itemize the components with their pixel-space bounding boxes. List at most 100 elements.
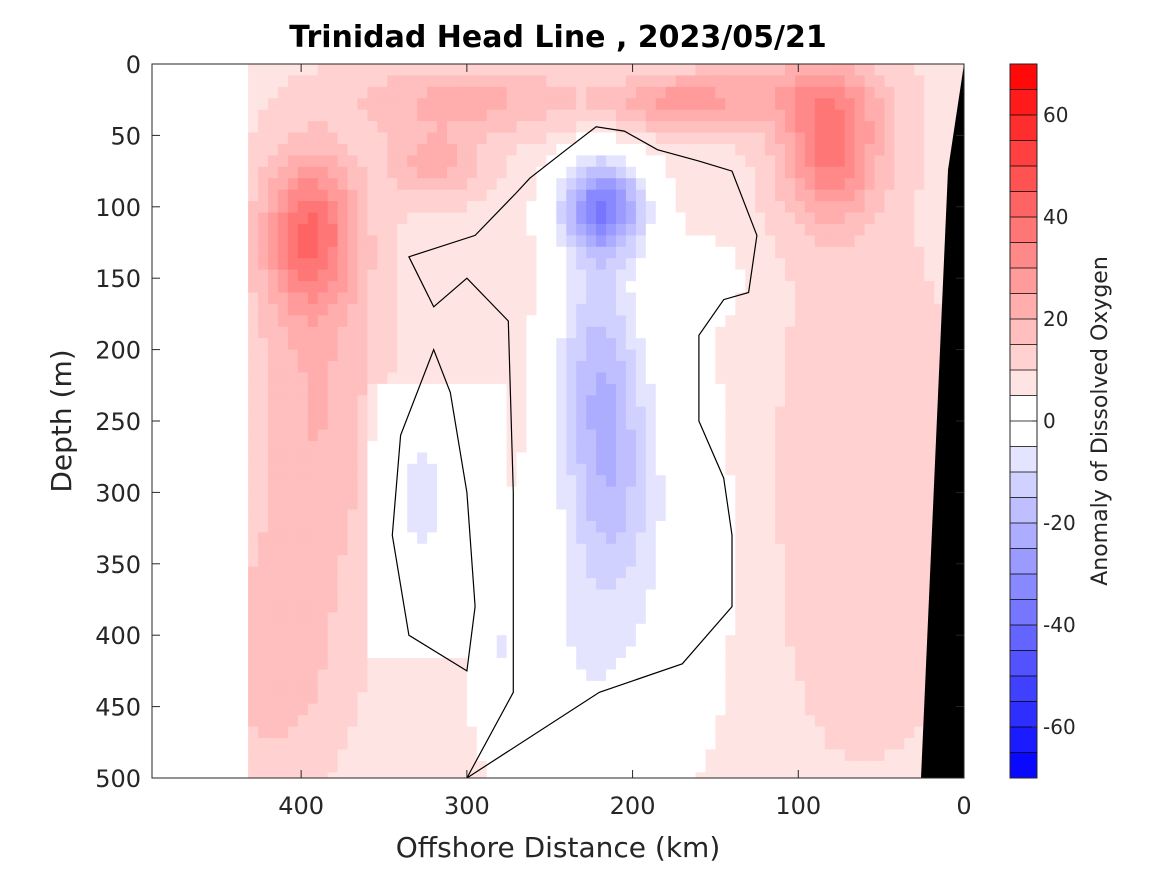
field-cell [407,486,418,499]
field-cell [387,144,398,156]
field-cell [546,201,557,214]
field-cell [675,749,687,762]
field-cell [874,566,885,579]
field-cell [695,703,706,716]
field-cell [904,326,915,339]
field-cell [407,64,418,76]
field-cell [695,212,706,225]
field-cell [526,86,537,99]
field-cell [765,303,776,316]
field-cell [804,212,816,225]
field-cell [755,600,766,613]
field-cell [258,349,269,362]
field-cell [924,166,935,179]
field-cell [635,109,647,122]
field-cell [914,772,925,778]
field-cell [775,543,786,556]
field-cell [357,692,368,705]
field-cell [874,178,885,191]
field-cell [735,406,746,419]
field-cell [437,86,448,99]
field-cell [556,144,567,156]
field-cell [576,600,587,613]
field-cell [914,269,925,282]
field-cell [864,772,876,778]
field-cell [645,429,657,442]
field-cell [407,121,418,134]
field-cell [596,521,607,533]
field-cell [456,178,468,191]
field-cell [506,64,518,76]
field-cell [874,715,885,728]
field-cell [337,441,349,453]
field-cell [466,463,478,476]
field-cell [447,509,458,522]
field-cell [347,738,358,750]
field-cell [437,223,448,236]
field-cell [685,738,697,750]
field-cell [924,441,935,453]
field-cell [715,212,726,225]
field-cell [814,281,826,294]
field-cell [814,623,826,636]
field-cell [387,132,398,145]
field-cell [795,498,806,511]
field-cell [745,246,756,259]
field-cell [606,760,617,773]
field-cell [268,429,279,442]
field-cell [745,555,756,568]
field-cell [536,475,547,488]
field-cell [526,726,537,739]
field-cell [894,715,905,728]
x-tick-label: 100 [775,792,821,820]
field-cell [417,144,428,156]
field-cell [854,509,866,522]
field-cell [844,600,856,613]
field-cell [894,258,905,271]
field-cell [407,623,418,636]
field-cell [427,441,438,453]
field-cell [526,372,537,385]
field-cell [735,201,746,214]
field-cell [795,383,806,396]
field-cell [496,429,508,442]
field-cell [894,406,905,419]
field-cell [586,646,597,659]
field-cell [268,498,279,511]
field-cell [715,715,726,728]
field-cell [277,361,289,373]
field-cell [625,669,637,682]
field-cell [437,532,448,545]
field-cell [317,292,329,305]
field-cell [944,121,955,134]
field-cell [725,589,736,602]
field-cell [377,760,388,773]
field-cell [268,760,279,773]
field-cell [536,235,547,248]
field-cell [655,475,667,488]
field-cell [447,235,458,248]
field-cell [596,349,607,362]
field-cell [824,703,836,716]
field-cell [427,600,438,613]
field-cell [297,749,309,762]
field-cell [785,658,796,670]
field-cell [456,372,468,385]
field-cell [695,475,706,488]
field-cell [268,635,279,648]
field-cell [556,166,567,179]
field-cell [625,578,637,591]
field-cell [357,715,368,728]
field-cell [854,98,866,111]
field-cell [625,760,637,773]
field-cell [566,372,577,385]
field-cell [665,635,677,648]
field-cell [705,258,716,271]
field-cell [645,760,657,773]
field-cell [407,509,418,522]
field-cell [814,292,826,305]
field-cell [268,201,279,214]
field-cell [367,223,378,236]
field-cell [506,600,518,613]
field-cell [795,315,806,328]
